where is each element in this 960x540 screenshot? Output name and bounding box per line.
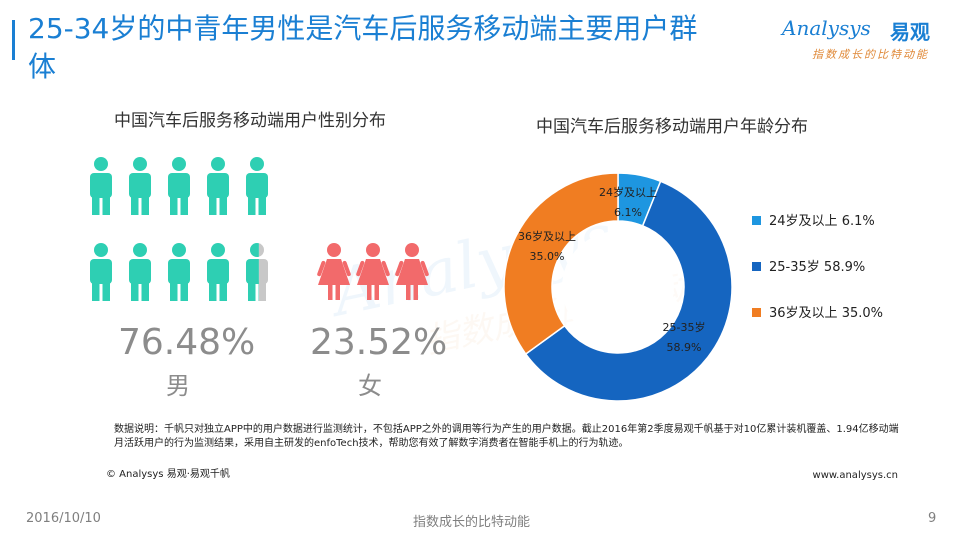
donut-slice	[524, 180, 733, 402]
website-link[interactable]: www.analysys.cn	[812, 470, 898, 481]
age-legend: 24岁及以上 6.1% 25-35岁 58.9% 36岁及以上 35.0%	[752, 210, 883, 348]
legend-item: 25-35岁 58.9%	[752, 256, 883, 279]
legend-value: 58.9%	[823, 260, 866, 275]
page-number: 9	[928, 511, 937, 526]
male-person-icon	[129, 243, 151, 301]
copyright: © Analysys 易观·易观千帆	[106, 469, 230, 480]
male-person-icon	[168, 243, 190, 301]
legend-label: 36岁及以上	[769, 306, 842, 321]
donut-label-name: 36岁及以上	[518, 229, 576, 243]
legend-item: 36岁及以上 35.0%	[752, 302, 883, 325]
female-person-icon	[356, 243, 390, 300]
female-percent: 23.52%	[310, 322, 448, 363]
donut-slice	[503, 172, 619, 356]
donut-label-name: 25-35岁	[663, 320, 706, 334]
male-person-icon	[258, 243, 268, 301]
logo-cn-text: 易观	[890, 20, 930, 44]
donut-label-value: 58.9%	[667, 341, 702, 354]
legend-value: 6.1%	[841, 214, 875, 229]
legend-value: 35.0%	[841, 306, 883, 321]
female-label: 女	[358, 372, 382, 400]
footer-date: 2016/10/10	[26, 511, 101, 526]
male-person-icon	[246, 157, 268, 215]
male-percent: 76.48%	[118, 322, 256, 363]
legend-label: 25-35岁	[769, 260, 824, 275]
male-person-icon	[246, 243, 259, 301]
page-title: 25-34岁的中青年男性是汽车后服务移动端主要用户群体	[28, 12, 698, 83]
legend-label: 24岁及以上	[769, 214, 842, 229]
footer-slogan: 指数成长的比特动能	[413, 515, 531, 530]
male-label: 男	[166, 372, 190, 400]
male-person-icon	[90, 157, 112, 215]
female-person-icon	[395, 243, 429, 300]
logo-slogan: 指数成长的比特动能	[812, 48, 929, 61]
donut-label-value: 35.0%	[530, 250, 565, 263]
donut-label-name: 24岁及以上	[599, 185, 657, 199]
logo-main-text: Analysys	[782, 16, 871, 40]
male-person-icon	[168, 157, 190, 215]
age-chart-subtitle: 中国汽车后服务移动端用户年龄分布	[536, 117, 808, 137]
title-accent-bar	[12, 20, 15, 60]
legend-item: 24岁及以上 6.1%	[752, 210, 883, 233]
donut-label-value: 6.1%	[614, 206, 642, 219]
male-person-icon	[129, 157, 151, 215]
female-person-icon	[317, 243, 351, 300]
brand-logo: Analysys 易观 指数成长的比特动能	[782, 16, 942, 66]
gender-chart-subtitle: 中国汽车后服务移动端用户性别分布	[114, 111, 386, 131]
legend-swatch	[752, 308, 761, 317]
donut-inner-ring	[552, 221, 684, 353]
male-person-icon	[207, 243, 229, 301]
donut-center	[562, 231, 674, 343]
male-person-icon	[207, 157, 229, 215]
legend-swatch	[752, 262, 761, 271]
data-note: 数据说明：千帆只对独立APP中的用户数据进行监测统计，不包括APP之外的调用等行…	[114, 424, 899, 449]
male-person-icon	[90, 243, 112, 301]
legend-swatch	[752, 216, 761, 225]
